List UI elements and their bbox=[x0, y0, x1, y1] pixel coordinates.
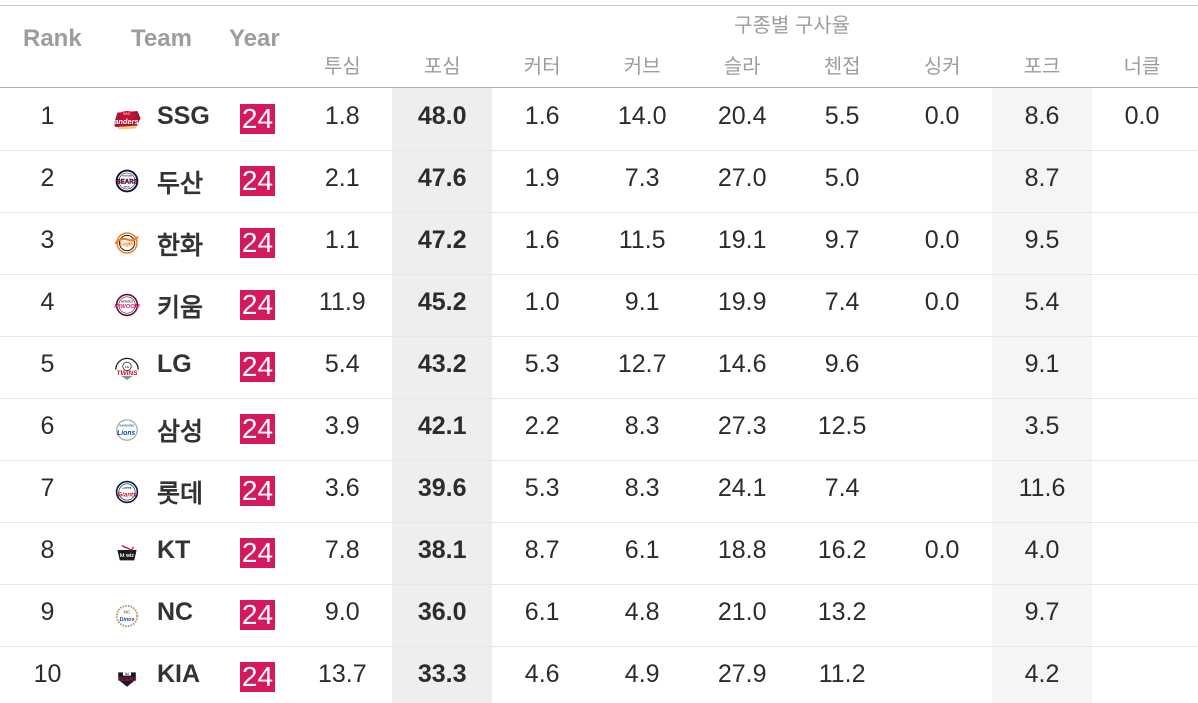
svg-text:Eagles: Eagles bbox=[120, 242, 136, 248]
svg-text:BEARS: BEARS bbox=[116, 179, 137, 186]
svg-text:Lions: Lions bbox=[117, 429, 136, 436]
svg-text:KIWOOM: KIWOOM bbox=[114, 305, 139, 311]
svg-text:KIA: KIA bbox=[125, 673, 129, 676]
svg-text:HEROES: HEROES bbox=[121, 300, 133, 304]
svg-text:landers: landers bbox=[112, 117, 138, 126]
svg-text:TIGERS: TIGERS bbox=[117, 676, 137, 682]
svg-text:DOOSAN: DOOSAN bbox=[122, 175, 132, 178]
svg-text:Dinos: Dinos bbox=[120, 616, 135, 622]
svg-text:Giants: Giants bbox=[118, 491, 138, 498]
svg-text:SSG: SSG bbox=[123, 112, 131, 116]
svg-text:SEOUL: SEOUL bbox=[124, 187, 131, 189]
svg-text:SAMSUNG: SAMSUNG bbox=[119, 423, 135, 427]
svg-text:kt wiz: kt wiz bbox=[120, 553, 134, 559]
svg-text:LOTTE: LOTTE bbox=[123, 486, 132, 490]
svg-text:NC: NC bbox=[124, 609, 131, 615]
